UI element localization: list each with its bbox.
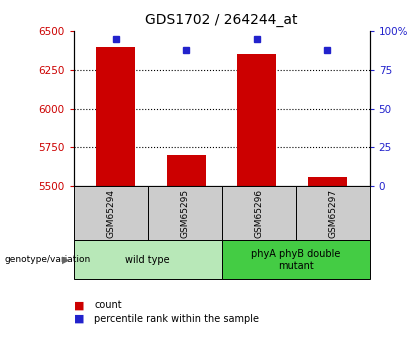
Bar <box>237 54 276 186</box>
Text: GSM65294: GSM65294 <box>106 189 115 238</box>
Text: genotype/variation: genotype/variation <box>4 255 90 264</box>
Text: ▶: ▶ <box>62 255 70 265</box>
Text: wild type: wild type <box>125 255 170 265</box>
Text: ■: ■ <box>74 300 84 310</box>
Text: ■: ■ <box>74 314 84 324</box>
Text: GSM65297: GSM65297 <box>328 189 337 238</box>
Title: GDS1702 / 264244_at: GDS1702 / 264244_at <box>145 13 298 27</box>
Bar <box>74 240 222 279</box>
Bar <box>97 47 135 186</box>
Bar <box>74 186 147 240</box>
Bar <box>147 186 222 240</box>
Text: percentile rank within the sample: percentile rank within the sample <box>94 314 260 324</box>
Bar <box>167 155 206 186</box>
Text: count: count <box>94 300 122 310</box>
Text: phyA phyB double
mutant: phyA phyB double mutant <box>251 249 340 271</box>
Text: GSM65295: GSM65295 <box>180 189 189 238</box>
Bar <box>296 186 370 240</box>
Bar <box>222 240 370 279</box>
Bar <box>222 186 296 240</box>
Bar <box>308 177 346 186</box>
Text: GSM65296: GSM65296 <box>254 189 263 238</box>
